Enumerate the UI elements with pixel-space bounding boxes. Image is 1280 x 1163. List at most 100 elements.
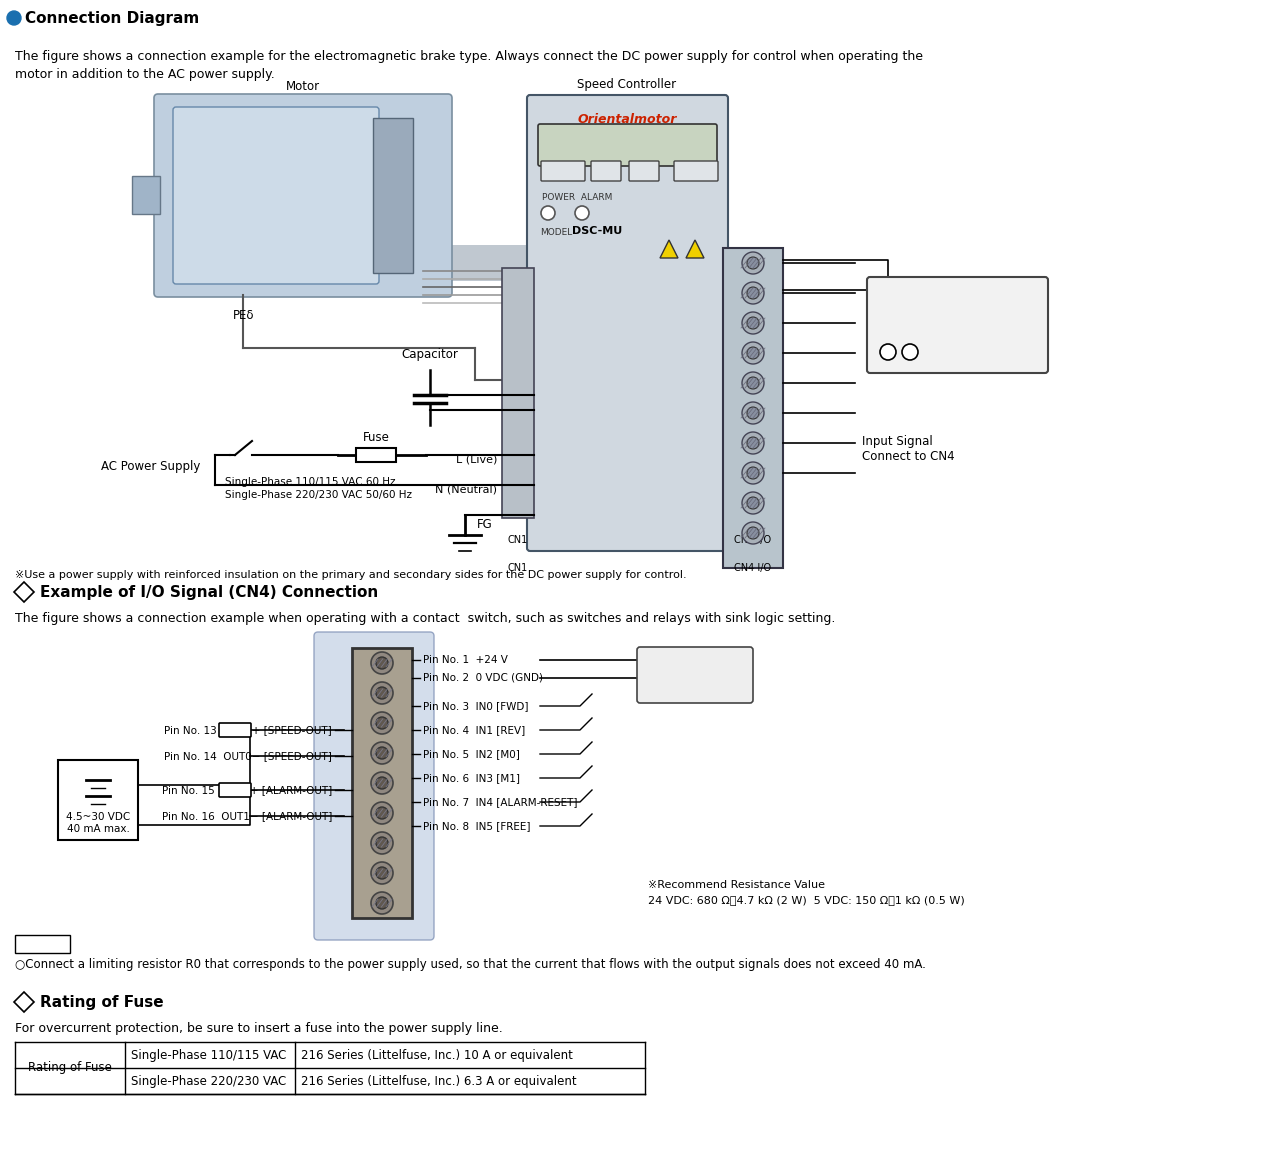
- Text: POWER  ALARM: POWER ALARM: [541, 193, 612, 202]
- Circle shape: [748, 347, 759, 359]
- Text: −: −: [905, 347, 915, 357]
- Text: !: !: [667, 244, 671, 254]
- Circle shape: [376, 837, 388, 849]
- Text: Rating of Fuse: Rating of Fuse: [40, 994, 164, 1009]
- Circle shape: [748, 317, 759, 329]
- Text: MODE: MODE: [549, 166, 576, 176]
- Text: Rating of Fuse: Rating of Fuse: [28, 1062, 111, 1075]
- FancyBboxPatch shape: [538, 124, 717, 166]
- Text: Pin No. 15  OUT1+ [ALARM-OUT]: Pin No. 15 OUT1+ [ALARM-OUT]: [161, 785, 332, 795]
- FancyBboxPatch shape: [675, 160, 718, 181]
- Circle shape: [371, 742, 393, 764]
- Circle shape: [748, 407, 759, 419]
- Text: ※Recommend Resistance Value: ※Recommend Resistance Value: [648, 880, 826, 890]
- Text: DC Power Supply for Control®: DC Power Supply for Control®: [878, 290, 1047, 300]
- Circle shape: [371, 712, 393, 734]
- Circle shape: [742, 342, 764, 364]
- Text: Connection Diagram: Connection Diagram: [26, 10, 200, 26]
- Text: Pin No. 5  IN2 [M0]: Pin No. 5 IN2 [M0]: [422, 749, 520, 759]
- Text: 216 Series (Littelfuse, Inc.) 10 A or equivalent: 216 Series (Littelfuse, Inc.) 10 A or eq…: [301, 1049, 573, 1062]
- Text: R0*: R0*: [227, 785, 244, 795]
- Circle shape: [748, 497, 759, 509]
- Circle shape: [742, 462, 764, 484]
- Text: Pin No. 6  IN3 [M1]: Pin No. 6 IN3 [M1]: [422, 773, 520, 783]
- Text: Fuse: Fuse: [362, 431, 389, 444]
- Text: Single-Phase 110/115 VAC: Single-Phase 110/115 VAC: [131, 1049, 287, 1062]
- Bar: [356, 448, 396, 462]
- Text: DSC-MU: DSC-MU: [572, 226, 622, 236]
- Text: Single-Phase 110/115 VAC 60 Hz: Single-Phase 110/115 VAC 60 Hz: [225, 477, 396, 487]
- Circle shape: [742, 402, 764, 424]
- Text: SET: SET: [687, 166, 704, 176]
- Circle shape: [575, 206, 589, 220]
- Text: 216 Series (Littelfuse, Inc.) 6.3 A or equivalent: 216 Series (Littelfuse, Inc.) 6.3 A or e…: [301, 1075, 576, 1087]
- Text: Motor: Motor: [285, 80, 320, 93]
- Circle shape: [748, 527, 759, 538]
- Circle shape: [902, 344, 918, 361]
- Text: ˅: ˅: [641, 166, 646, 176]
- Circle shape: [6, 10, 20, 24]
- Text: CN4 I/O: CN4 I/O: [735, 535, 772, 545]
- Polygon shape: [686, 240, 704, 258]
- Text: Pin No. 14  OUT0− [SPEED-OUT]: Pin No. 14 OUT0− [SPEED-OUT]: [164, 751, 332, 761]
- Bar: [58, 759, 138, 840]
- Circle shape: [742, 492, 764, 514]
- Circle shape: [371, 832, 393, 854]
- FancyBboxPatch shape: [173, 107, 379, 284]
- Circle shape: [371, 802, 393, 825]
- Circle shape: [371, 772, 393, 794]
- Text: N (Neutral): N (Neutral): [435, 485, 497, 495]
- Text: 4.5~30 VDC: 4.5~30 VDC: [65, 812, 131, 822]
- FancyBboxPatch shape: [413, 245, 530, 281]
- Polygon shape: [14, 992, 35, 1012]
- Circle shape: [371, 682, 393, 704]
- Text: Single-Phase 220/230 VAC: Single-Phase 220/230 VAC: [131, 1075, 287, 1087]
- Circle shape: [742, 522, 764, 544]
- Circle shape: [748, 437, 759, 449]
- Text: CN1: CN1: [508, 535, 529, 545]
- Text: Single-Phase 220/230 VAC 50/60 Hz: Single-Phase 220/230 VAC 50/60 Hz: [225, 490, 412, 500]
- Text: PEδ: PEδ: [233, 309, 255, 322]
- Text: Orientalmotor: Orientalmotor: [577, 113, 677, 126]
- Text: Input Signal: Input Signal: [861, 435, 933, 448]
- Text: AC Power Supply: AC Power Supply: [101, 461, 200, 473]
- Circle shape: [376, 777, 388, 789]
- Circle shape: [371, 862, 393, 884]
- Text: Pin No. 4  IN1 [REV]: Pin No. 4 IN1 [REV]: [422, 725, 525, 735]
- Polygon shape: [14, 582, 35, 602]
- Bar: [372, 117, 413, 273]
- Text: 40 mA max.: 40 mA max.: [67, 825, 129, 834]
- Text: CN4 I/O: CN4 I/O: [735, 563, 772, 573]
- Circle shape: [748, 377, 759, 388]
- Text: !: !: [692, 244, 696, 254]
- Circle shape: [742, 281, 764, 304]
- Circle shape: [376, 718, 388, 729]
- Circle shape: [376, 657, 388, 669]
- Circle shape: [742, 252, 764, 274]
- Circle shape: [748, 287, 759, 299]
- Text: FG: FG: [477, 518, 493, 531]
- Circle shape: [376, 807, 388, 819]
- Text: ○Connect a limiting resistor R0 that corresponds to the power supply used, so th: ○Connect a limiting resistor R0 that cor…: [15, 958, 925, 971]
- Circle shape: [376, 866, 388, 879]
- Text: Speed Controller: Speed Controller: [577, 78, 677, 91]
- Text: Pin No. 1  +24 V: Pin No. 1 +24 V: [422, 655, 508, 665]
- FancyBboxPatch shape: [628, 160, 659, 181]
- Text: R0*: R0*: [227, 725, 244, 735]
- Text: +: +: [883, 347, 892, 357]
- FancyBboxPatch shape: [637, 647, 753, 702]
- Text: Pin No. 16  OUT1− [ALARM-OUT]: Pin No. 16 OUT1− [ALARM-OUT]: [161, 811, 332, 821]
- Circle shape: [742, 312, 764, 334]
- Text: The figure shows a connection example when operating with a contact  switch, suc: The figure shows a connection example wh…: [15, 612, 836, 625]
- Text: 24 VDC: 680 Ω～4.7 kΩ (2 W)  5 VDC: 150 Ω～1 kΩ (0.5 W): 24 VDC: 680 Ω～4.7 kΩ (2 W) 5 VDC: 150 Ω～…: [648, 896, 965, 905]
- Text: For overcurrent protection, be sure to insert a fuse into the power supply line.: For overcurrent protection, be sure to i…: [15, 1022, 503, 1035]
- FancyBboxPatch shape: [314, 632, 434, 940]
- Circle shape: [881, 344, 896, 361]
- FancyBboxPatch shape: [591, 160, 621, 181]
- Text: Connect to CN4: Connect to CN4: [861, 450, 955, 463]
- Text: Pin No. 13  OUT0+ [SPEED-OUT]: Pin No. 13 OUT0+ [SPEED-OUT]: [164, 725, 332, 735]
- FancyBboxPatch shape: [219, 723, 251, 737]
- Text: ⊐150 mA min.: ⊐150 mA min.: [648, 678, 733, 691]
- Circle shape: [371, 652, 393, 675]
- FancyBboxPatch shape: [867, 277, 1048, 373]
